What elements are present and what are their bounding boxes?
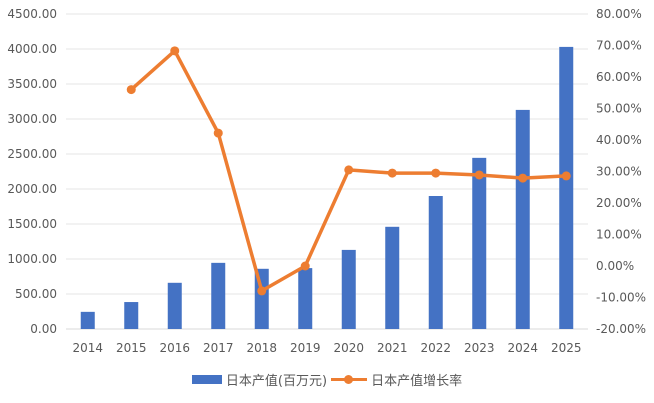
bar[interactable]: [472, 157, 487, 329]
legend-line-label: 日本产值增长率: [371, 374, 463, 389]
left-axis-ticks: 0.00 500.00 1000.00 1500.00 2000.00 2500.00 30…: [7, 7, 57, 336]
left-axis-tick-label: 3000.00: [7, 112, 57, 126]
left-axis-tick-label: 0.00: [30, 322, 57, 336]
line-marker[interactable]: [387, 168, 397, 178]
left-axis-tick-label: 500.00: [15, 287, 57, 301]
line-marker[interactable]: [213, 128, 223, 138]
right-axis-tick-label: 60.00%: [596, 70, 642, 84]
left-axis-tick-label: 2000.00: [7, 182, 57, 196]
left-axis-tick-label: 4000.00: [7, 42, 57, 56]
bar[interactable]: [559, 46, 574, 330]
x-axis-tick-label: 2017: [203, 341, 234, 355]
right-axis-tick-label: 40.00%: [596, 133, 642, 147]
x-axis-tick-label: 2018: [246, 341, 277, 355]
x-axis-tick-label: 2014: [72, 341, 103, 355]
left-axis-tick-label: 1000.00: [7, 252, 57, 266]
x-axis-tick-label: 2016: [159, 341, 190, 355]
x-axis-tick-label: 2021: [377, 341, 408, 355]
left-axis-tick-label: 3500.00: [7, 77, 57, 91]
right-axis-tick-label: -10.00%: [596, 291, 646, 305]
gridlines: [66, 13, 588, 330]
line-marker[interactable]: [170, 46, 180, 56]
x-axis-tick-label: 2022: [420, 341, 451, 355]
right-axis-tick-label: 70.00%: [596, 39, 642, 53]
line-marker[interactable]: [474, 170, 484, 180]
bar[interactable]: [167, 282, 182, 329]
x-axis-tick-label: 2015: [116, 341, 147, 355]
x-axis-ticks: 2014 2015 2016 2017 2018 2019 2020 2021 2022 2023…: [72, 341, 581, 355]
bar[interactable]: [515, 109, 530, 330]
bar-series: [80, 46, 574, 330]
line-marker[interactable]: [561, 171, 571, 181]
legend-item-line[interactable]: 日本产值增长率: [331, 370, 462, 389]
bar-swatch-icon: [191, 375, 222, 384]
x-axis-tick-label: 2025: [551, 341, 582, 355]
line-marker[interactable]: [344, 165, 354, 175]
right-axis-tick-label: -20.00%: [596, 322, 646, 336]
bar[interactable]: [80, 311, 95, 329]
left-axis-tick-label: 1500.00: [7, 217, 57, 231]
legend: 日本产值(百万元) 日本产值增长率: [0, 370, 654, 389]
combo-chart: 0.00 500.00 1000.00 1500.00 2000.00 2500.00 30…: [7, 7, 646, 355]
legend-item-bar[interactable]: 日本产值(百万元): [191, 370, 328, 389]
line-marker[interactable]: [126, 85, 136, 95]
bar[interactable]: [341, 249, 356, 329]
bar[interactable]: [124, 302, 139, 329]
line-series: [126, 46, 571, 296]
bar[interactable]: [298, 268, 313, 329]
right-axis-tick-label: 10.00%: [596, 228, 642, 242]
x-axis-tick-label: 2024: [507, 341, 538, 355]
x-axis-tick-label: 2020: [333, 341, 364, 355]
bar[interactable]: [385, 226, 400, 329]
right-axis-tick-label: 50.00%: [596, 102, 642, 116]
bar[interactable]: [428, 196, 443, 329]
line-marker[interactable]: [431, 168, 441, 178]
right-axis-ticks: -20.00% -10.00% 0.00% 10.00% 20.00% 30.00% 40.…: [596, 7, 646, 336]
line-marker[interactable]: [300, 261, 310, 271]
line-marker[interactable]: [257, 286, 267, 296]
left-axis-tick-label: 2500.00: [7, 147, 57, 161]
line-marker-swatch-icon: [331, 374, 368, 386]
x-axis-tick-label: 2023: [464, 341, 495, 355]
bar[interactable]: [211, 262, 226, 329]
x-axis-tick-label: 2019: [290, 341, 321, 355]
right-axis-tick-label: 20.00%: [596, 196, 642, 210]
right-axis-tick-label: 0.00%: [596, 259, 634, 273]
line-marker[interactable]: [518, 173, 528, 183]
right-axis-tick-label: 30.00%: [596, 165, 642, 179]
left-axis-tick-label: 4500.00: [7, 7, 57, 21]
legend-bar-label: 日本产值(百万元): [225, 374, 328, 389]
right-axis-tick-label: 80.00%: [596, 7, 642, 21]
